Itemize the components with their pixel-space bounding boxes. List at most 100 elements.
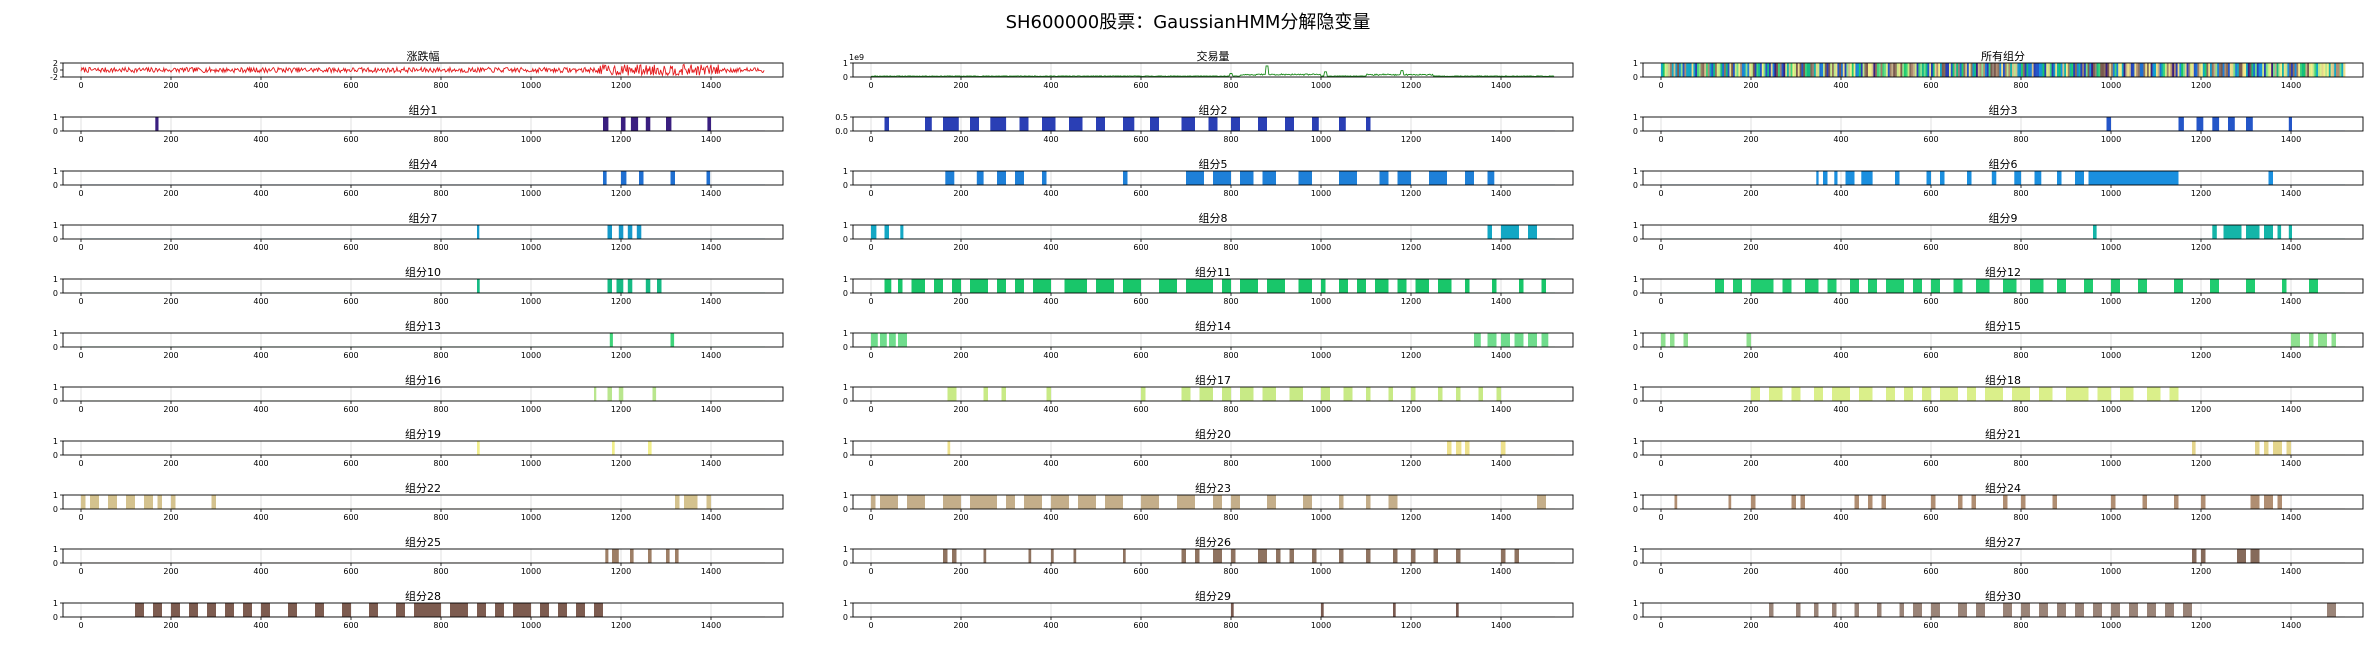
state-mark bbox=[1976, 63, 1979, 77]
state-mark bbox=[1734, 63, 1737, 77]
state-mark bbox=[2343, 63, 2346, 77]
plot-area bbox=[81, 387, 765, 401]
state-mark bbox=[1731, 63, 1734, 77]
panel-title: 组分27 bbox=[1985, 535, 2021, 549]
x-tick-label: 0 bbox=[868, 567, 873, 576]
state-mark bbox=[2069, 63, 2072, 77]
state-segment bbox=[1267, 495, 1276, 509]
state-mark bbox=[2044, 63, 2047, 77]
x-tick-label: 0 bbox=[78, 351, 83, 360]
axes-frame bbox=[62, 548, 784, 564]
state-mark bbox=[1947, 63, 1950, 77]
state-segment bbox=[2223, 225, 2242, 239]
x-tick-label: 1400 bbox=[701, 621, 721, 630]
x-tick-label: 600 bbox=[1923, 189, 1938, 198]
state-mark bbox=[1718, 63, 1721, 77]
panel-title: 组分30 bbox=[1985, 589, 2021, 603]
state-mark bbox=[1698, 63, 1701, 77]
state-mark bbox=[1709, 63, 1712, 77]
state-mark bbox=[1666, 63, 1669, 77]
state-mark bbox=[2103, 63, 2106, 77]
x-tick-label: 1400 bbox=[701, 513, 721, 522]
state-mark bbox=[1826, 63, 1829, 77]
x-tick-label: 800 bbox=[1223, 567, 1238, 576]
state-mark bbox=[2017, 63, 2020, 77]
state-segment bbox=[211, 495, 216, 509]
state-mark bbox=[1715, 63, 1718, 77]
x-tick-label: 1200 bbox=[2191, 351, 2211, 360]
state-segment bbox=[1388, 495, 1398, 509]
panel-title: 组分19 bbox=[405, 427, 441, 441]
state-segment bbox=[990, 117, 1007, 131]
x-tick-label: 1000 bbox=[521, 297, 541, 306]
state-segment bbox=[1782, 279, 1792, 293]
plot-area bbox=[871, 549, 1555, 563]
x-tick-label: 0 bbox=[1658, 351, 1663, 360]
state-segment bbox=[645, 117, 651, 131]
state-mark bbox=[2030, 63, 2033, 77]
x-tick-label: 800 bbox=[2013, 459, 2028, 468]
state-segment bbox=[1366, 549, 1371, 563]
x-tick-label: 1200 bbox=[611, 297, 631, 306]
panel-33: 组分30 0 200 400 600 800 1000 1200 1400 0 1 bbox=[1633, 589, 2364, 630]
state-segment bbox=[2003, 279, 2017, 293]
state-mark bbox=[1875, 63, 1878, 77]
state-mark bbox=[1967, 63, 1970, 77]
plot-area bbox=[871, 441, 1555, 455]
axes-frame bbox=[852, 494, 1574, 510]
state-mark bbox=[2264, 63, 2267, 77]
state-mark bbox=[1810, 63, 1813, 77]
state-mark bbox=[2028, 63, 2031, 77]
state-mark bbox=[2098, 63, 2101, 77]
x-tick-label: 1000 bbox=[1311, 351, 1331, 360]
state-segment bbox=[189, 603, 198, 617]
state-segment bbox=[983, 387, 988, 401]
state-mark bbox=[1808, 63, 1811, 77]
state-mark bbox=[2188, 63, 2191, 77]
state-mark bbox=[2312, 63, 2315, 77]
x-tick-label: 200 bbox=[163, 189, 178, 198]
state-segment bbox=[1213, 549, 1222, 563]
plot-area bbox=[81, 171, 765, 185]
x-tick-label: 800 bbox=[433, 513, 448, 522]
state-segment bbox=[1438, 387, 1443, 401]
x-tick-label: 800 bbox=[2013, 135, 2028, 144]
state-segment bbox=[1514, 549, 1519, 563]
state-mark bbox=[1682, 63, 1685, 77]
x-tick-label: 1400 bbox=[1491, 621, 1511, 630]
state-segment bbox=[1258, 549, 1267, 563]
state-segment bbox=[155, 117, 159, 131]
state-segment bbox=[1195, 549, 1200, 563]
state-mark bbox=[2082, 63, 2085, 77]
state-mark bbox=[1738, 63, 1741, 77]
y-tick-label: 1 bbox=[1633, 383, 1638, 392]
state-mark bbox=[2138, 63, 2141, 77]
state-mark bbox=[2012, 63, 2015, 77]
state-mark bbox=[1778, 63, 1781, 77]
state-segment bbox=[2034, 171, 2042, 185]
state-segment bbox=[1769, 603, 1774, 617]
x-tick-label: 1200 bbox=[611, 405, 631, 414]
state-segment bbox=[1791, 495, 1796, 509]
state-mark bbox=[1814, 63, 1817, 77]
state-mark bbox=[2150, 63, 2153, 77]
state-segment bbox=[1922, 387, 1931, 401]
state-mark bbox=[1927, 63, 1930, 77]
state-mark bbox=[1963, 63, 1966, 77]
state-mark bbox=[1833, 63, 1836, 77]
state-mark bbox=[2024, 63, 2027, 77]
state-mark bbox=[1761, 63, 1764, 77]
state-mark bbox=[1823, 63, 1826, 77]
state-segment bbox=[2210, 279, 2219, 293]
state-segment bbox=[1159, 279, 1177, 293]
state-segment bbox=[2246, 225, 2260, 239]
state-mark bbox=[2008, 63, 2011, 77]
x-tick-label: 600 bbox=[1133, 135, 1148, 144]
state-segment bbox=[1096, 117, 1105, 131]
x-tick-label: 200 bbox=[163, 243, 178, 252]
state-mark bbox=[1752, 63, 1755, 77]
state-mark bbox=[1965, 63, 1968, 77]
panel-title: 组分22 bbox=[405, 481, 441, 495]
state-segment bbox=[1222, 387, 1231, 401]
x-tick-label: 1200 bbox=[2191, 405, 2211, 414]
